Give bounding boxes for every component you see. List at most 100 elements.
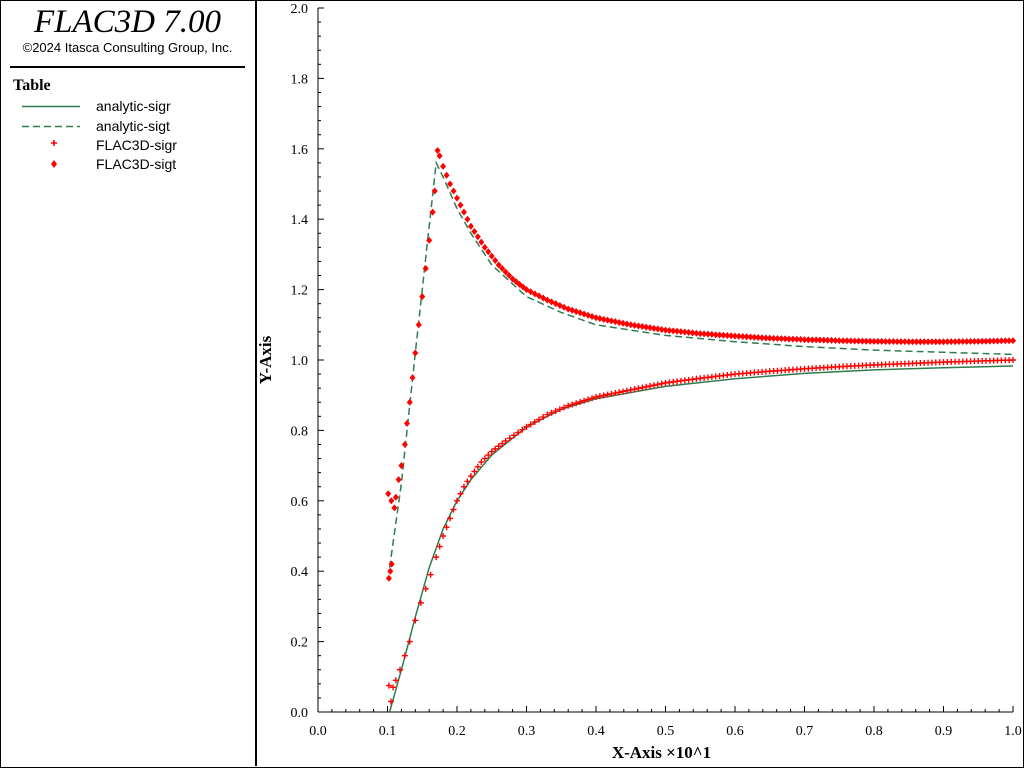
point-flac3d-sigt: [387, 567, 394, 575]
point-flac3d-sigt: [391, 504, 398, 512]
point-flac3d-sigt: [836, 337, 843, 345]
point-flac3d-sigr: [467, 473, 474, 480]
point-flac3d-sigr: [616, 389, 623, 396]
x-tick-label: 0.5: [657, 724, 675, 739]
point-flac3d-sigt: [1002, 337, 1009, 345]
point-flac3d-sigt: [415, 321, 422, 329]
legend-item-analytic-sigt: analytic-sigt: [20, 117, 250, 136]
point-flac3d-sigt: [894, 338, 901, 346]
point-flac3d-sigt: [928, 338, 935, 346]
point-flac3d-sigr: [658, 380, 665, 387]
point-flac3d-sigt: [488, 252, 495, 260]
point-flac3d-sigt: [426, 236, 433, 244]
point-flac3d-sigt: [674, 327, 681, 335]
x-tick-label: 1.0: [1004, 724, 1022, 739]
point-flac3d-sigt: [955, 338, 962, 346]
point-flac3d-sigt: [982, 337, 989, 345]
x-tick-label: 0.0: [309, 724, 327, 739]
point-flac3d-sigt: [666, 326, 673, 334]
point-flac3d-sigt: [506, 272, 513, 280]
y-tick-label: 0.2: [291, 636, 309, 651]
copyright-text: ©2024 Itasca Consulting Group, Inc.: [22, 40, 233, 55]
point-flac3d-sigr: [635, 385, 642, 392]
point-flac3d-sigr: [471, 468, 478, 475]
point-flac3d-sigt: [604, 316, 611, 324]
point-flac3d-sigt: [689, 329, 696, 337]
point-flac3d-sigt: [654, 325, 661, 333]
point-flac3d-sigt: [728, 332, 735, 340]
point-flac3d-sigr: [552, 408, 559, 415]
point-flac3d-sigt: [704, 330, 711, 338]
point-flac3d-sigt: [412, 349, 419, 357]
point-flac3d-sigt: [762, 334, 769, 342]
point-flac3d-sigt: [932, 338, 939, 346]
point-flac3d-sigr: [612, 390, 619, 397]
point-flac3d-sigr: [573, 400, 580, 407]
point-flac3d-sigt: [739, 333, 746, 341]
point-flac3d-sigr: [639, 384, 646, 391]
point-flac3d-sigt: [909, 338, 916, 346]
legend-item-analytic-sigr: analytic-sigr: [20, 97, 250, 116]
point-flac3d-sigt: [874, 337, 881, 345]
point-flac3d-sigr: [627, 386, 634, 393]
point-flac3d-sigt: [732, 332, 738, 340]
point-flac3d-sigt: [936, 338, 943, 346]
point-flac3d-sigt: [681, 328, 688, 336]
point-flac3d-sigt: [882, 337, 889, 345]
point-flac3d-sigt: [820, 336, 827, 344]
point-flac3d-sigt: [855, 337, 862, 345]
point-flac3d-sigt: [735, 332, 742, 340]
point-flac3d-sigt: [398, 462, 405, 470]
point-flac3d-sigt: [631, 321, 638, 329]
point-flac3d-sigt: [527, 288, 534, 296]
point-flac3d-sigt: [616, 318, 623, 326]
point-flac3d-sigt: [406, 398, 413, 406]
point-flac3d-sigt: [832, 337, 839, 345]
legend-heading: Table: [13, 77, 51, 94]
point-flac3d-sigt: [474, 233, 481, 241]
point-flac3d-sigt: [828, 336, 835, 344]
point-flac3d-sigt: [600, 315, 607, 323]
point-flac3d-sigr: [454, 497, 460, 504]
point-flac3d-sigt: [520, 283, 527, 291]
side-panel: FLAC3D 7.00 ©2024 Itasca Consulting Grou…: [0, 0, 257, 766]
point-flac3d-sigr: [406, 638, 413, 645]
point-flac3d-sigr: [623, 387, 630, 394]
point-flac3d-sigr: [593, 393, 599, 400]
point-flac3d-sigr: [523, 423, 530, 430]
point-flac3d-sigr: [585, 396, 592, 403]
y-tick-label: 1.2: [291, 284, 309, 299]
point-flac3d-sigr: [464, 478, 471, 485]
point-flac3d-sigt: [388, 560, 395, 568]
point-flac3d-sigr: [450, 506, 457, 513]
point-flac3d-sigr: [502, 437, 509, 444]
point-flac3d-sigt: [986, 337, 993, 345]
point-flac3d-sigt: [851, 337, 858, 345]
point-flac3d-sigt: [635, 322, 642, 330]
point-flac3d-sigt: [913, 338, 920, 346]
point-flac3d-sigr: [390, 684, 397, 691]
point-flac3d-sigt: [620, 319, 627, 327]
point-flac3d-sigr: [589, 395, 596, 402]
x-tick-label: 0.6: [726, 724, 744, 739]
point-flac3d-sigr: [544, 411, 551, 418]
y-tick-label: 1.6: [291, 143, 309, 158]
point-flac3d-sigt: [385, 490, 392, 498]
point-flac3d-sigt: [701, 330, 708, 338]
point-flac3d-sigt: [824, 336, 831, 344]
point-flac3d-sigr: [474, 463, 481, 470]
point-flac3d-sigt: [786, 335, 793, 343]
legend-label: FLAC3D-sigt: [96, 156, 177, 172]
point-flac3d-sigt: [944, 338, 951, 346]
point-flac3d-sigt: [623, 320, 630, 328]
point-flac3d-sigr: [527, 421, 534, 428]
point-flac3d-sigt: [478, 238, 485, 246]
point-flac3d-sigt: [898, 338, 905, 346]
point-flac3d-sigt: [485, 248, 492, 256]
point-flac3d-sigt: [612, 318, 619, 326]
chart-area: 0.0 0.2 0.4 0.6 0.8 1.0 1.2 1.4 1.6 1.8 2.0 0.0 0.1 0…: [257, 0, 1023, 767]
legend-item-flac3d-sigr: FLAC3D-sigr: [20, 136, 250, 155]
point-flac3d-sigr: [608, 390, 615, 397]
point-flac3d-sigt: [429, 208, 436, 216]
x-tick-label: 0.7: [796, 724, 814, 739]
